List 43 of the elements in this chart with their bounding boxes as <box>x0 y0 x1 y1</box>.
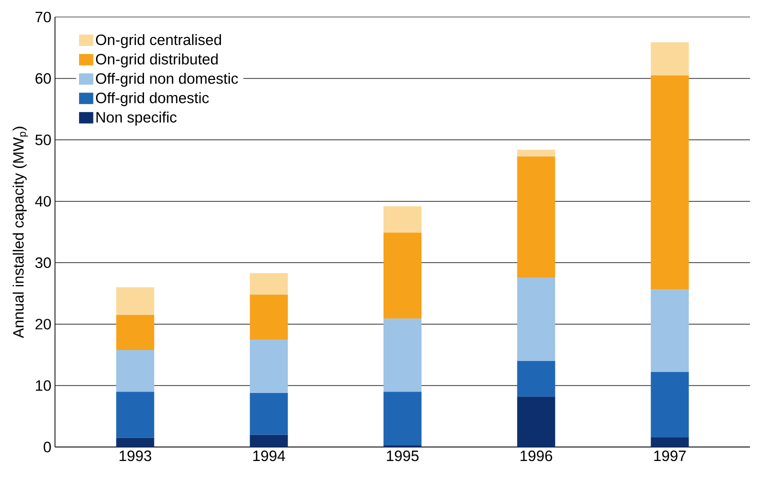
y-axis-title: Annual installed capacity (MW$_{p}$) <box>12 126 28 338</box>
bar <box>116 392 154 438</box>
legend-label: Off-grid non domestic <box>96 72 238 87</box>
bar <box>116 287 154 315</box>
legend-label: Non specific <box>96 112 177 126</box>
bar <box>384 318 422 392</box>
bar <box>116 438 154 447</box>
x-tick-label: 1997 <box>654 450 686 462</box>
y-tick-label: 0 <box>44 442 51 452</box>
bar <box>650 437 689 447</box>
y-tick-label: 10 <box>36 380 51 391</box>
x-tick-label: 1996 <box>520 450 552 462</box>
bar <box>650 42 689 76</box>
bar <box>650 372 689 438</box>
bar <box>650 290 689 372</box>
y-tick-label: 60 <box>36 73 51 84</box>
y-tick-label: 70 <box>36 12 51 22</box>
y-tick-label: 50 <box>35 134 51 146</box>
bar <box>517 156 556 278</box>
bar <box>517 150 556 156</box>
bar <box>517 361 556 397</box>
bar <box>250 294 288 340</box>
bar <box>517 396 556 447</box>
y-tick-label: 30 <box>35 257 51 268</box>
y-tick-label: 40 <box>35 196 51 207</box>
bar <box>384 232 422 319</box>
bar <box>116 314 154 350</box>
bar <box>384 206 422 233</box>
legend-label: Off-grid domestic <box>96 92 209 106</box>
bar <box>250 392 288 435</box>
bar <box>250 434 288 447</box>
y-tick-label: 20 <box>36 318 51 330</box>
x-tick-label: 1994 <box>253 450 286 462</box>
bar <box>116 350 154 392</box>
legend-label: On-grid centralised <box>96 34 221 48</box>
x-tick-label: 1993 <box>120 450 152 462</box>
bar <box>250 273 288 295</box>
bar <box>250 340 288 393</box>
bar <box>517 277 556 361</box>
bar <box>384 392 422 446</box>
legend-label: On-grid distributed <box>96 53 218 68</box>
x-tick-label: 1995 <box>386 450 419 462</box>
bar <box>650 75 689 290</box>
